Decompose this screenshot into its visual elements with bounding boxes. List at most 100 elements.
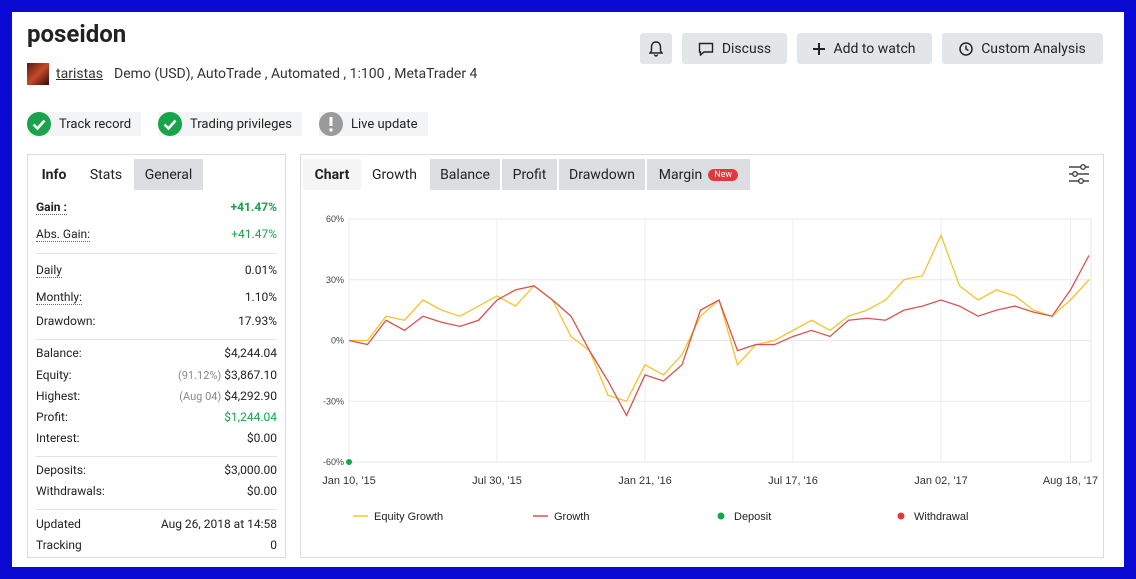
badge: Trading privileges	[158, 112, 302, 136]
x-tick-label: Jan 02, '17	[914, 475, 967, 487]
chart: -60% -30% 0% 30% 60% Jan 10, '15 Jul 30, '15 Ja…	[322, 214, 1098, 523]
stat-row: Drawdown: 17.93%	[36, 312, 277, 330]
stats-panel: Info Stats General Gain : +41.47% Abs. Gai…	[27, 154, 286, 558]
badge: Track record	[27, 112, 142, 136]
stat-value-wrap: 1.10%	[245, 290, 277, 304]
stat-label: Withdrawals:	[36, 484, 105, 498]
x-tick-label: Jul 30, '15	[472, 475, 522, 487]
x-tick-label: Aug 18, '17	[1043, 475, 1098, 487]
stat-value-wrap: 0.01%	[245, 263, 277, 277]
stat-row: Deposits: $3,000.00	[36, 461, 277, 479]
y-tick-label: -30%	[323, 396, 344, 406]
stat-label: Monthly:	[36, 289, 82, 305]
badge-label: Live update	[351, 116, 418, 132]
stat-value-wrap: $4,244.04	[224, 346, 277, 360]
button-label: Add to watch	[833, 40, 916, 57]
x-tick-label: Jul 17, '16	[768, 475, 818, 487]
stat-value-wrap: Aug 26, 2018 at 14:58	[161, 517, 277, 531]
stat-value: $1,244.04	[224, 410, 277, 424]
stat-row: Balance: $4,244.04	[36, 344, 277, 362]
y-tick-label: 30%	[326, 275, 344, 285]
stat-row: Abs. Gain: +41.47%	[36, 225, 277, 243]
tab[interactable]: Profit	[502, 159, 557, 190]
stat-label: Highest:	[36, 389, 81, 403]
stat-label: Deposits:	[36, 463, 86, 477]
stat-row: Tracking 0	[36, 536, 277, 554]
tab[interactable]: Margin New	[647, 159, 750, 190]
stat-label: Gain :	[36, 199, 67, 215]
stat-row: Withdrawals: $0.00	[36, 482, 277, 500]
plus-icon	[813, 42, 826, 55]
stat-row: Monthly: 1.10%	[36, 288, 277, 306]
stat-value: 0	[270, 538, 277, 552]
stat-row: Equity: (91.12%) $3,867.10	[36, 366, 277, 384]
user-link[interactable]: taristas	[56, 66, 103, 82]
series-line	[348, 255, 1090, 417]
stat-value: Aug 26, 2018 at 14:58	[160, 517, 277, 531]
tab[interactable]: Drawdown	[559, 159, 645, 190]
tab[interactable]: General	[134, 159, 203, 190]
badge-label: Track record	[59, 116, 132, 132]
separator	[36, 253, 277, 254]
clock-icon	[959, 41, 973, 56]
stat-value: $4,292.90	[224, 389, 277, 403]
stat-row: Daily 0.01%	[36, 261, 277, 279]
y-tick-label: 60%	[326, 214, 344, 224]
stat-label: Equity:	[36, 368, 72, 382]
stat-value-wrap: +41.47%	[231, 200, 277, 214]
tab-label: Margin	[658, 166, 703, 183]
stat-label: Interest:	[36, 431, 80, 445]
legend-label: Withdrawal	[914, 511, 968, 523]
stat-row: Profit: $1,244.04	[36, 408, 277, 426]
stat-label: Abs. Gain:	[36, 226, 91, 242]
check-icon	[27, 112, 51, 136]
legend-label: Growth	[554, 511, 589, 523]
stat-value: 1.10%	[244, 290, 277, 304]
series-line	[349, 233, 1090, 403]
stat-value: 0.01%	[244, 263, 277, 277]
stat-label: Tracking	[36, 538, 82, 552]
check-icon	[158, 112, 182, 136]
stat-row: Interest: $0.00	[36, 429, 277, 447]
tab[interactable]: Growth	[361, 159, 428, 190]
tab[interactable]: Info	[30, 159, 78, 190]
info-icon	[319, 112, 343, 136]
watch-button[interactable]: Add to watch	[797, 33, 932, 64]
tab[interactable]: Stats	[78, 159, 134, 190]
settings-icon[interactable]	[1068, 164, 1090, 184]
separator	[36, 339, 277, 340]
stat-row: Gain : +41.47%	[36, 198, 277, 216]
deposit-dot	[346, 459, 352, 465]
chart-panel: Chart Growth Balance Profit Drawdown Mar…	[300, 154, 1104, 558]
button-label: Custom Analysis	[981, 40, 1086, 57]
y-tick-label: -60%	[323, 457, 344, 467]
stat-label: Daily	[36, 262, 62, 278]
stat-value: +41.47%	[231, 227, 277, 241]
stat-value-wrap: $1,244.04	[224, 410, 277, 424]
stat-value-wrap: $0.00	[247, 431, 277, 445]
tab[interactable]: Chart	[303, 159, 361, 190]
stat-label: Balance:	[36, 346, 82, 360]
stat-value: $3,867.10	[224, 368, 277, 382]
stat-value: 17.93%	[238, 314, 277, 328]
new-badge: New	[708, 168, 739, 181]
stat-value-wrap: 0	[270, 538, 277, 552]
separator	[36, 456, 277, 457]
bell-icon	[649, 40, 663, 57]
analysis-button[interactable]: Custom Analysis	[942, 33, 1103, 64]
stat-value-wrap: (91.12%) $3,867.10	[178, 368, 277, 382]
button-label: Discuss	[721, 40, 772, 57]
discuss-button[interactable]: Discuss	[682, 33, 787, 64]
separator	[36, 509, 277, 510]
badge: Live update	[319, 112, 428, 136]
chat-icon	[698, 42, 714, 56]
stat-value-wrap: (Aug 04) $4,292.90	[179, 389, 277, 403]
badge-label: Trading privileges	[190, 116, 292, 132]
stat-value: +41.47%	[230, 200, 277, 214]
x-tick-label: Jan 21, '16	[618, 475, 671, 487]
stat-label: Profit:	[36, 410, 68, 424]
notify-button[interactable]	[640, 33, 672, 64]
stat-value-wrap: $0.00	[247, 484, 277, 498]
tab[interactable]: Balance	[430, 159, 500, 190]
